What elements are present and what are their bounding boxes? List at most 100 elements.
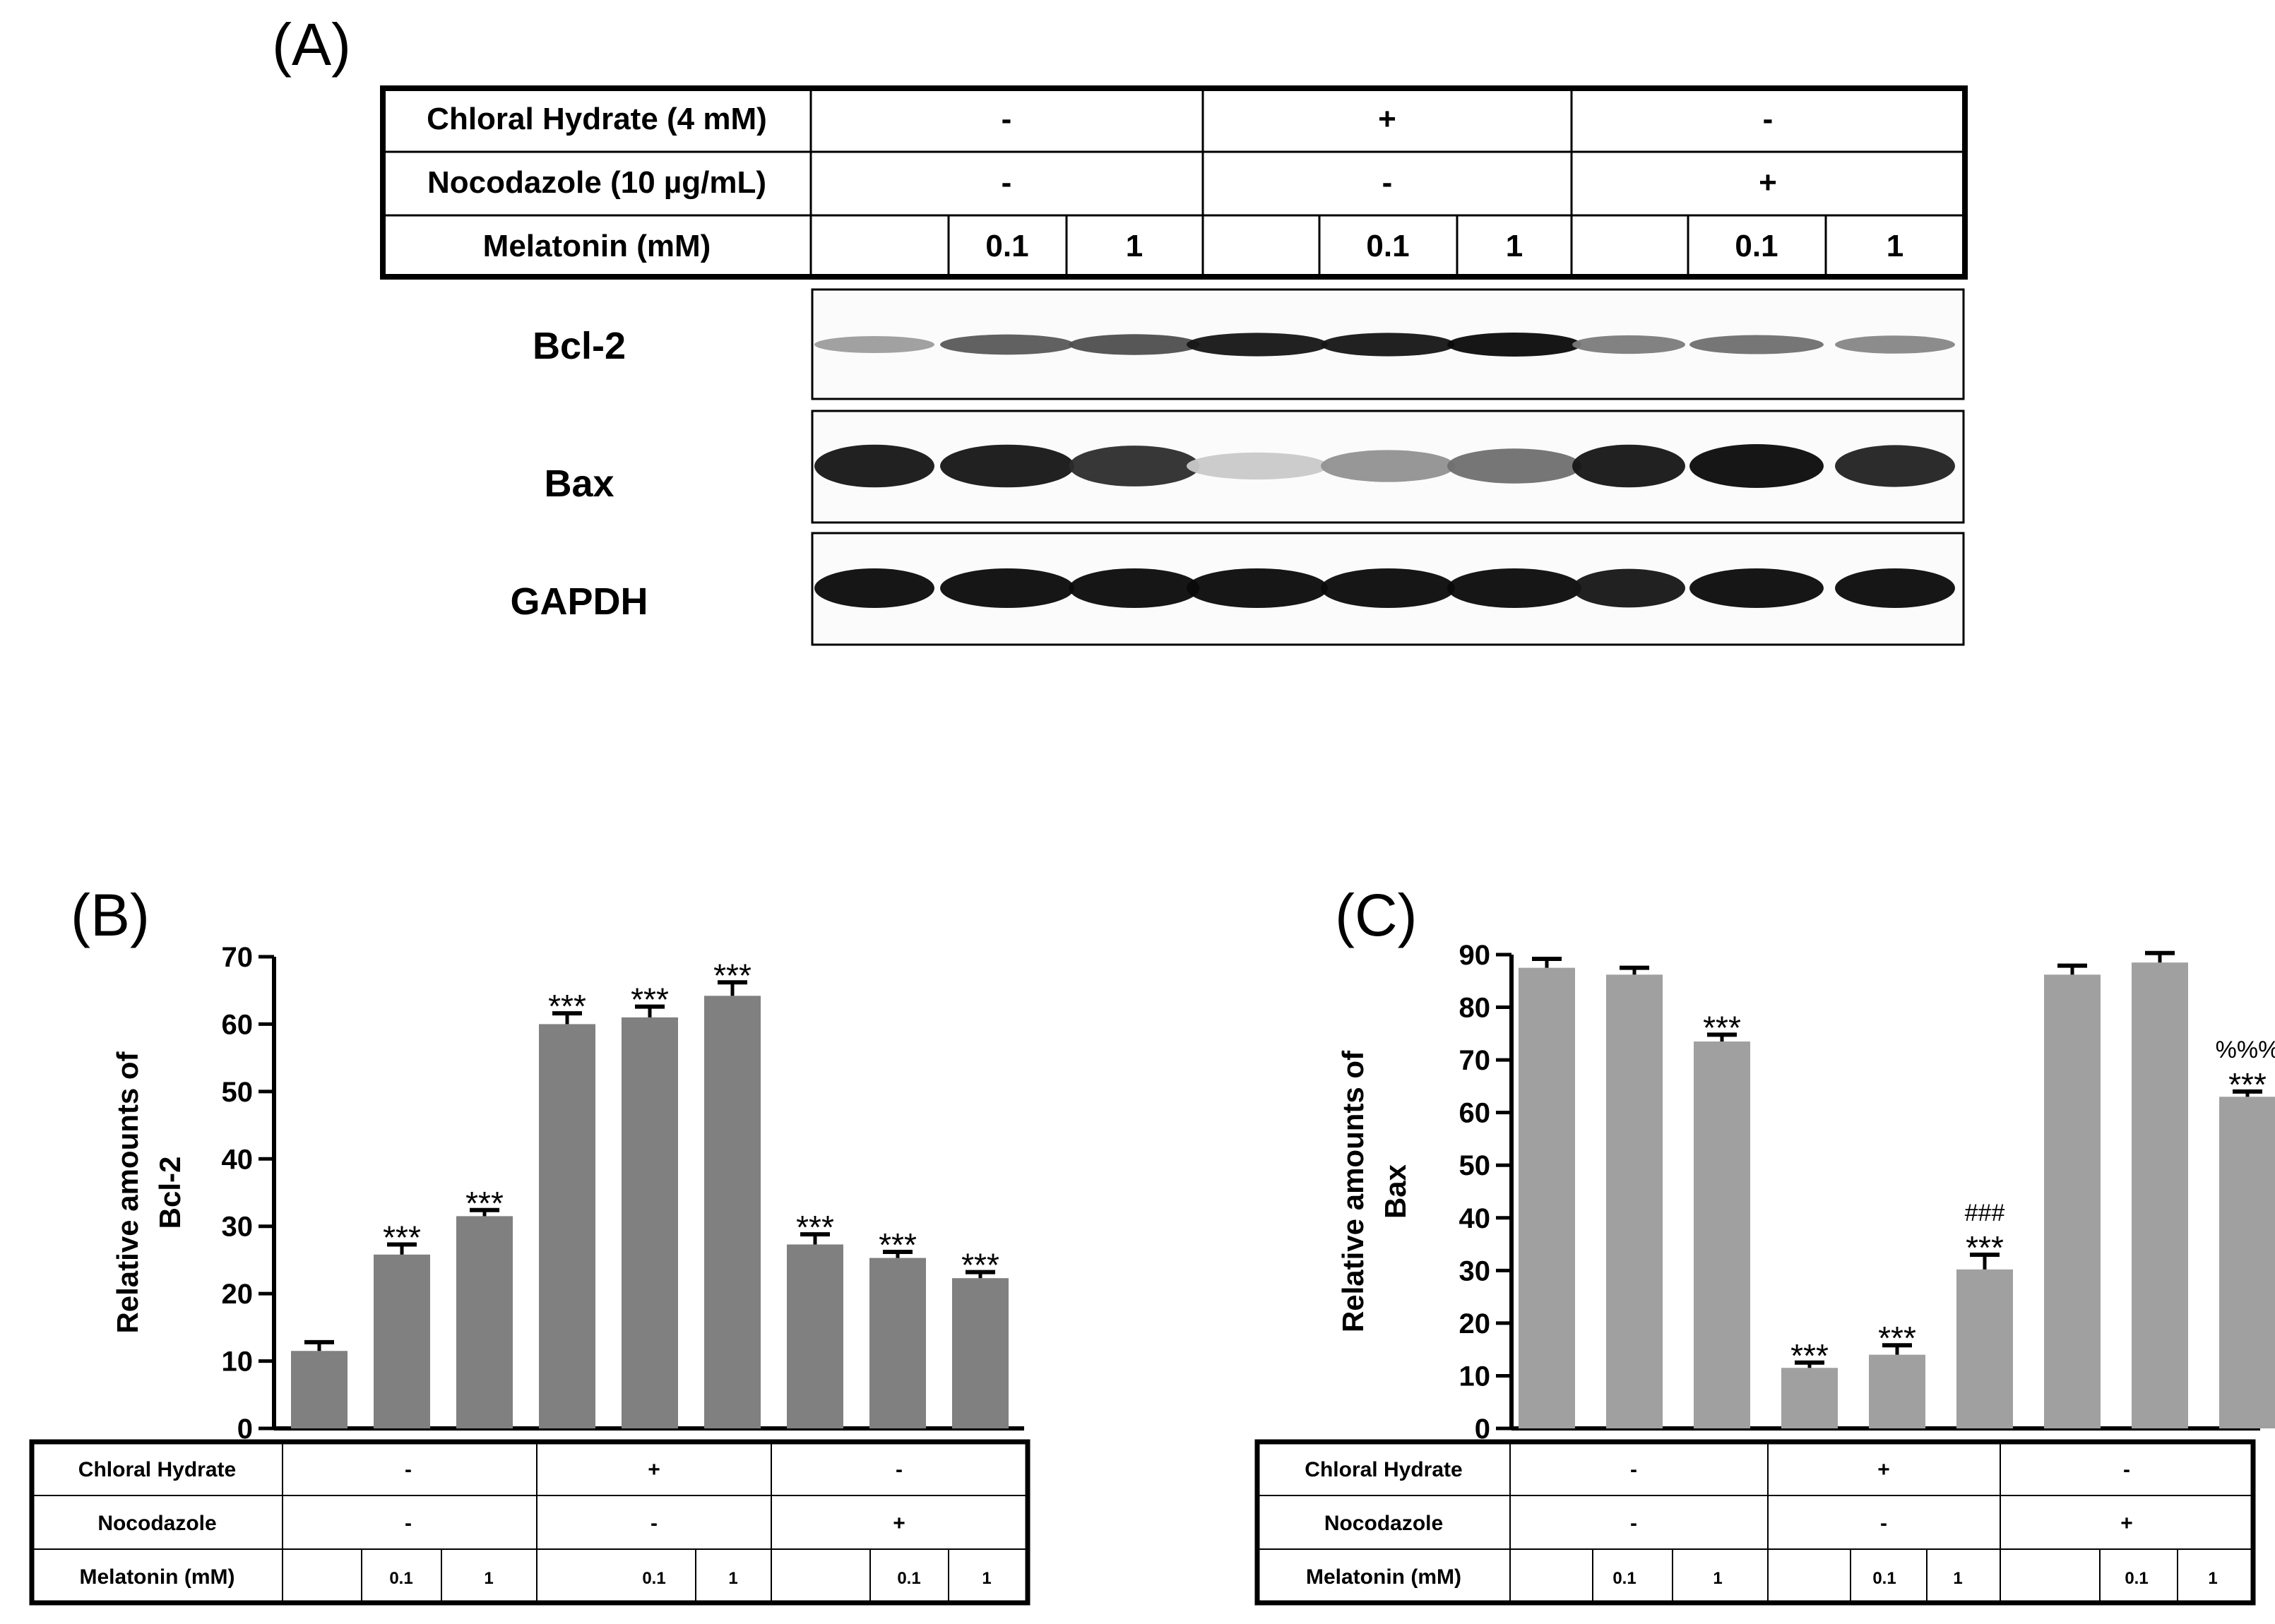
blot-band-bcl2-lane-4 [1187,333,1328,357]
y-tick-label: 50 [1459,1150,1491,1181]
significance-label-9: *** [2228,1066,2267,1103]
y-tick-label: 70 [1459,1045,1491,1076]
blot-band-bcl2-lane-6 [1447,333,1581,357]
condition-group-value: - [1630,1458,1637,1481]
melatonin-lane-5: 0.1 [1366,229,1409,263]
melatonin-lane-2: 0.1 [985,229,1028,263]
condition-row-label: Chloral Hydrate [78,1458,236,1481]
blot-band-gapdh-lane-8 [1689,568,1824,608]
condition-group-value: - [405,1512,412,1535]
significance-label-4: *** [548,988,586,1025]
y-tick-label: 20 [222,1279,254,1310]
significance-label-9: %%% [2216,1037,2275,1063]
condition-row-label: Nocodazole [1324,1512,1443,1535]
nocodazole-group-2: - [1382,165,1393,200]
condition-lane-value: 1 [982,1569,991,1588]
blot-band-gapdh-lane-2 [940,568,1074,608]
blot-band-bax-lane-3 [1069,446,1200,486]
chloral-group-1: - [1002,102,1012,136]
y-tick-label: 30 [1459,1255,1491,1286]
significance-label-6: *** [713,957,752,993]
bar-7 [787,1244,843,1428]
melatonin-lane-6: 1 [1506,229,1523,263]
significance-label-8: *** [879,1226,917,1263]
bar-9 [952,1278,1009,1428]
row-label-melatonin: Melatonin (mM) [483,229,711,263]
chart-bcl2: 0 10 20 30 40 50 60 70 Relative amounts of Bcl-2 *… [29,942,1030,1606]
condition-table-frame [29,1439,1030,1606]
blot-band-bcl2-lane-7 [1572,335,1685,354]
y-tick-label: 50 [222,1077,254,1108]
panel-a-label: (A) [272,11,351,78]
chloral-group-3: - [1763,102,1774,136]
bar-8 [2132,962,2188,1428]
blot-band-bax-lane-6 [1447,448,1581,484]
blot-band-bcl2-lane-1 [814,335,934,354]
chloral-group-2: + [1378,102,1396,136]
chart-bax: 0 10 20 30 40 50 60 70 80 90 Relative amounts of Ba… [1254,940,2275,1606]
bar-1 [1519,967,1575,1428]
bar-4 [539,1024,595,1428]
condition-group-value: + [1877,1458,1890,1481]
bar-9 [2219,1097,2275,1428]
y-axis-label-line1: Relative amounts of [1336,1050,1370,1332]
blot-band-bcl2-lane-3 [1069,334,1200,355]
melatonin-lane-9: 1 [1887,229,1903,263]
condition-lane-value: 0.1 [389,1569,412,1588]
blot-bands [814,333,1955,608]
bar-6 [1956,1269,2013,1428]
condition-lane-value: 1 [484,1569,493,1588]
condition-row-label: Nocodazole [97,1512,216,1535]
condition-row-label: Melatonin (mM) [80,1565,235,1589]
row-label-chloral-hydrate: Chloral Hydrate (4 mM) [427,102,767,136]
bar-2 [1606,974,1663,1428]
y-axis-label-line2: Bax [1379,1164,1412,1219]
condition-lane-value: 1 [1953,1569,1962,1588]
condition-group-value: - [651,1512,658,1535]
blot-label-gapdh: GAPDH [510,580,648,623]
condition-group-value: + [893,1512,905,1535]
blot-label-bax: Bax [544,462,614,505]
blot-label-bcl2: Bcl-2 [533,325,626,367]
significance-label-5: *** [1878,1320,1916,1356]
melatonin-lane-8: 0.1 [1735,229,1778,263]
blot-band-bax-lane-4 [1187,452,1328,480]
blot-band-bax-lane-5 [1321,450,1455,482]
nocodazole-group-1: - [1002,165,1012,200]
bar-7 [2044,974,2101,1428]
bar-5 [1869,1354,1925,1428]
bar-2 [374,1254,430,1428]
y-tick-label: 0 [237,1414,253,1445]
blot-band-gapdh-lane-7 [1572,568,1685,608]
significance-label-5: *** [631,981,669,1018]
condition-lane-value: 0.1 [1872,1569,1896,1588]
condition-group-value: - [896,1458,903,1481]
bar-3 [456,1216,513,1428]
bar-8 [869,1258,926,1428]
bar-3 [1694,1041,1750,1428]
blot-band-bcl2-lane-5 [1321,333,1455,357]
bar-6 [704,996,761,1428]
condition-row-label: Melatonin (mM) [1306,1565,1461,1589]
condition-lane-value: 0.1 [642,1569,665,1588]
condition-lane-value: 1 [1713,1569,1722,1588]
condition-group-value: - [2123,1458,2130,1481]
bar-5 [622,1017,678,1428]
blot-band-bax-lane-2 [940,444,1074,488]
blot-band-bax-lane-1 [814,444,934,488]
blot-band-gapdh-lane-6 [1447,568,1581,608]
bar-1 [291,1351,348,1428]
blot-band-gapdh-lane-5 [1321,568,1455,608]
y-tick-label: 60 [222,1009,254,1040]
melatonin-lane-3: 1 [1126,229,1143,263]
y-tick-label: 10 [1459,1361,1491,1392]
y-tick-label: 60 [1459,1098,1491,1129]
condition-group-value: - [1880,1512,1887,1535]
condition-group-value: + [648,1458,660,1481]
panel-b-label: (B) [71,882,150,948]
panel-c-label: (C) [1335,882,1418,948]
condition-lane-value: 0.1 [2125,1569,2148,1588]
